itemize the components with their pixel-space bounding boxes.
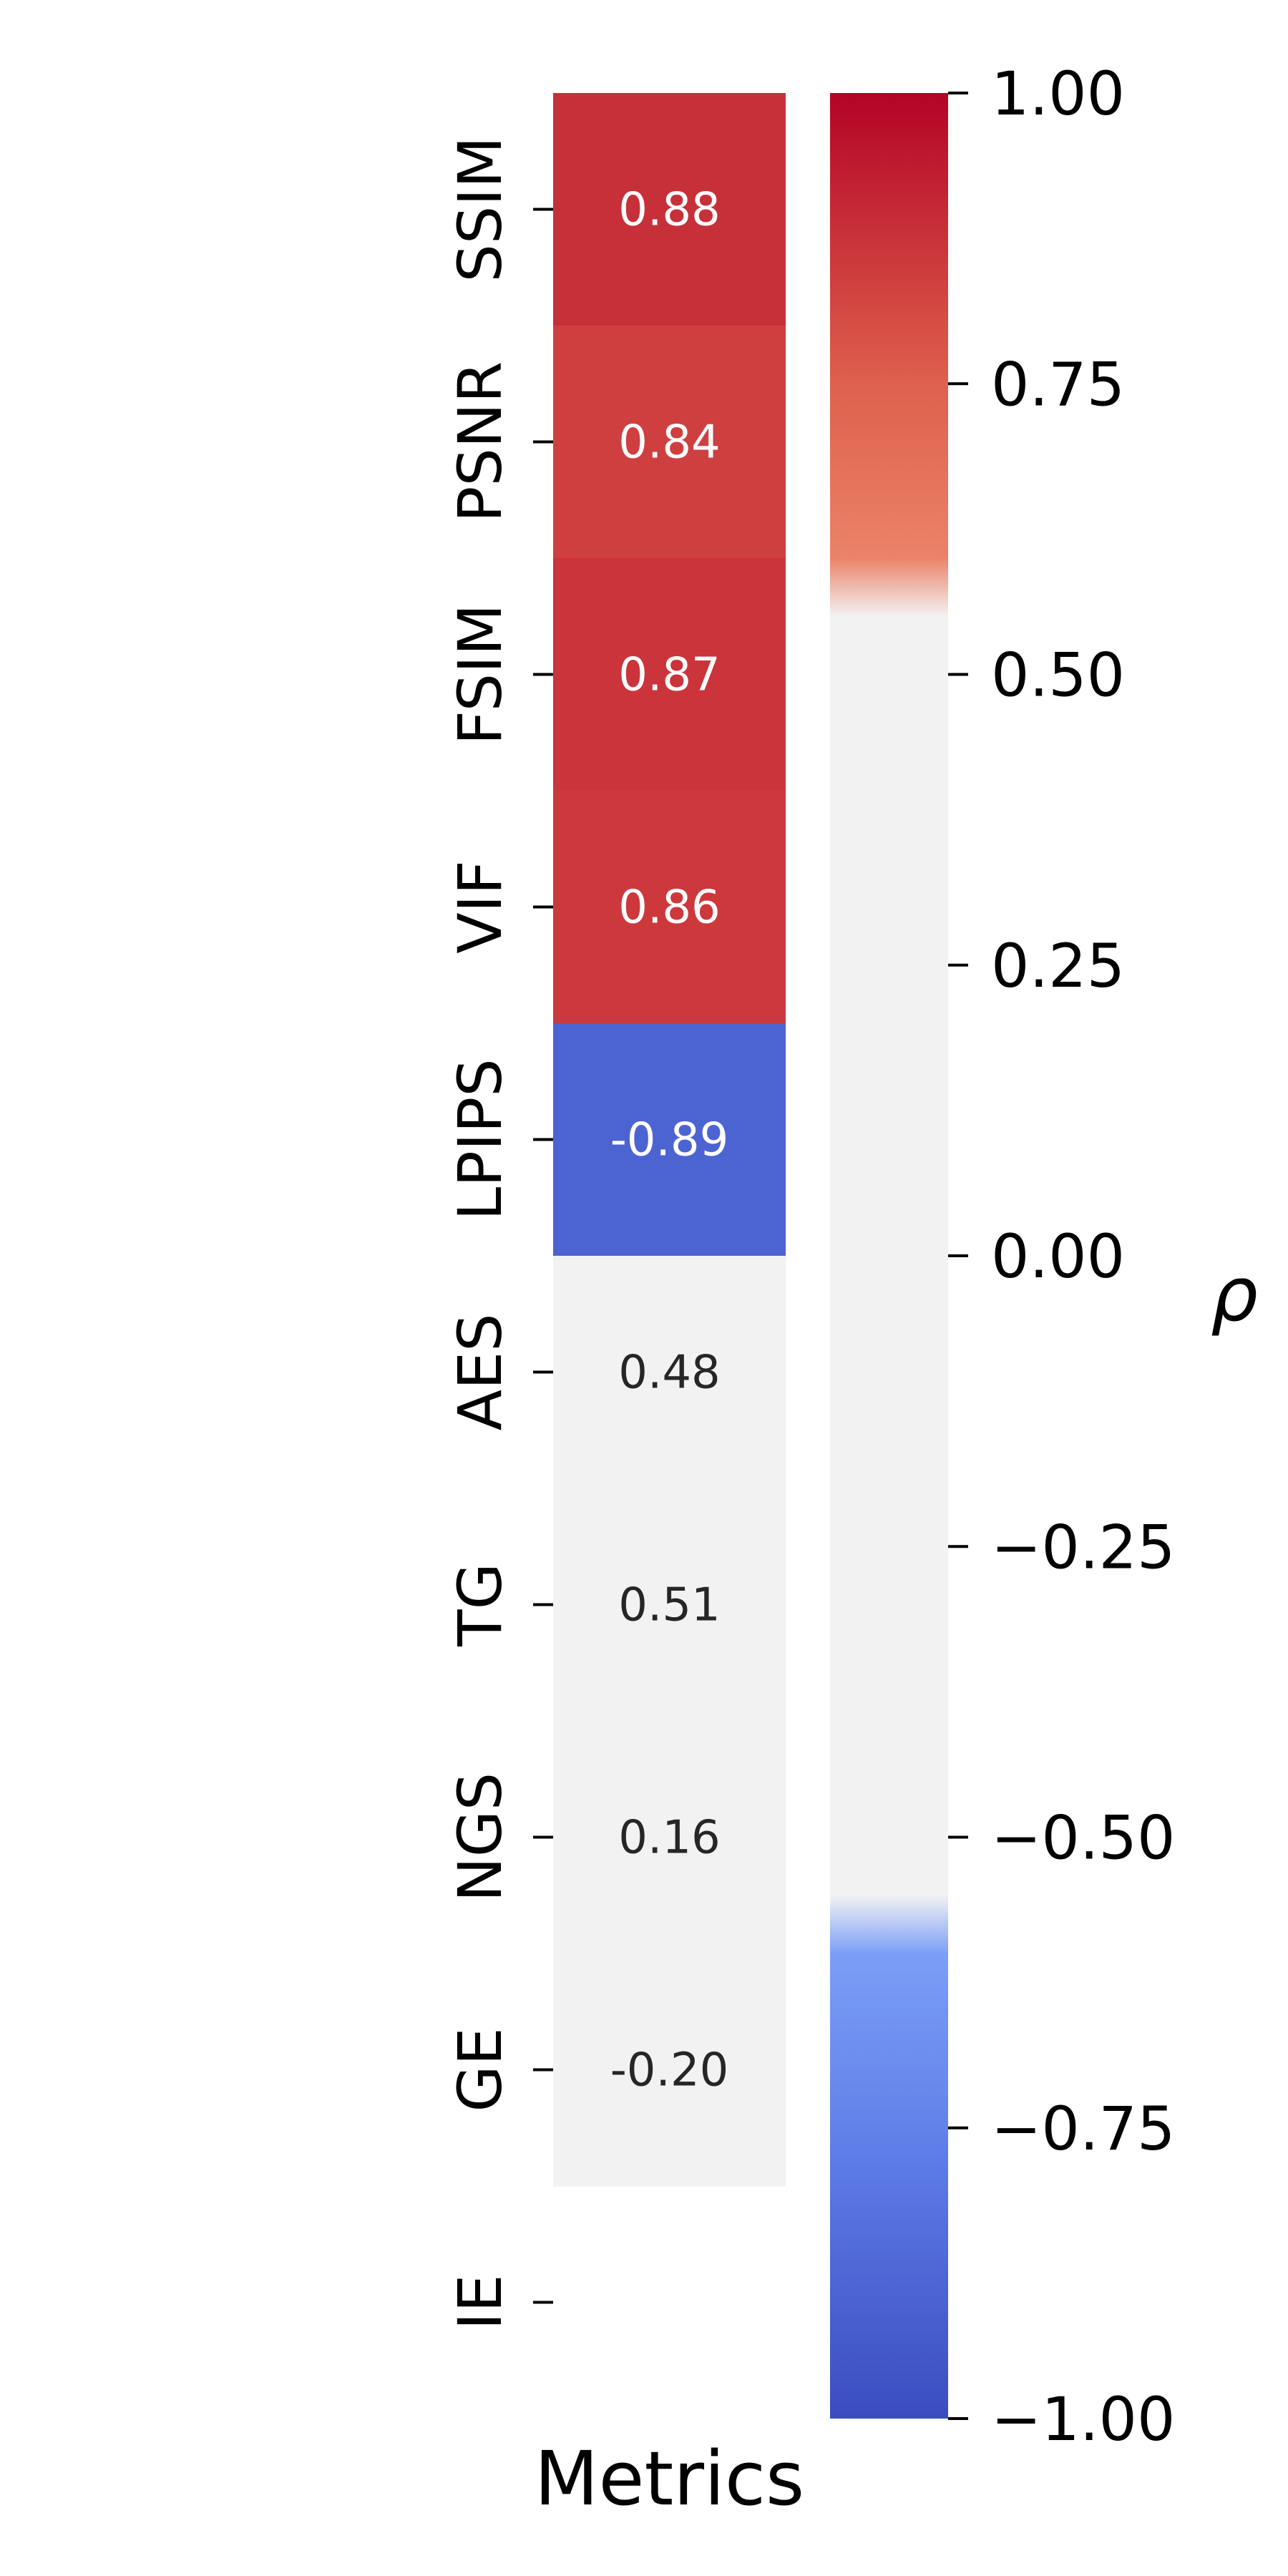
row-label-aes: AES <box>445 1314 515 1431</box>
row-label-ngs: NGS <box>445 1772 515 1902</box>
cell-value-label: 0.16 <box>618 1812 721 1865</box>
row-label-ie: IE <box>445 2275 515 2331</box>
heatmap-cell-fsim <box>553 558 786 791</box>
cell-value-label: 0.84 <box>618 416 721 469</box>
colorbar-tick-label: 0.00 <box>991 1221 1125 1292</box>
row-label-lpips: LPIPS <box>445 1058 515 1220</box>
row-label-psnr: PSNR <box>445 361 515 522</box>
heatmap-cell-tg <box>553 1488 786 1722</box>
colorbar-tick-label: 0.50 <box>991 640 1125 711</box>
cell-value-label: 0.86 <box>618 882 721 935</box>
cell-value-label: -0.20 <box>610 2044 729 2097</box>
colorbar-tick-label: 0.25 <box>991 931 1125 1001</box>
colorbar-tick-label: 1.00 <box>991 59 1125 129</box>
cell-value-label: 0.51 <box>618 1579 721 1632</box>
cell-value-label: -0.89 <box>610 1114 729 1167</box>
row-label-ssim: SSIM <box>445 137 515 283</box>
row-tick-group: SSIM PSNR FSIM VIF LPIPS AES TG NGS GE IE <box>445 137 553 2331</box>
heatmap-cell-ssim <box>553 93 786 326</box>
row-label-vif: VIF <box>445 860 515 954</box>
colorbar: 1.00 0.75 0.50 0.25 0.00 −0.25 −0.50 −0.75 −1.00 <box>830 59 1175 2454</box>
heatmap-cell-ge <box>553 1953 786 2187</box>
colorbar-tick-label: −0.25 <box>991 1512 1175 1582</box>
colorbar-tick-label: −0.75 <box>991 2094 1175 2164</box>
colorbar-tick-label: −1.00 <box>991 2384 1175 2454</box>
heatmap-cell-psnr <box>553 326 786 559</box>
heatmap-cell-vif <box>553 791 786 1024</box>
cell-value-label: 0.48 <box>618 1347 721 1400</box>
heatmap-cell-lpips <box>553 1023 786 1257</box>
row-label-ge: GE <box>445 2027 515 2112</box>
x-axis-label: Metrics <box>535 2435 805 2522</box>
row-label-fsim: FSIM <box>445 604 515 745</box>
row-label-tg: TG <box>445 1563 515 1646</box>
colorbar-gradient <box>830 93 948 2419</box>
cell-value-label: 0.88 <box>618 184 721 237</box>
colorbar-label: ρ <box>1211 1251 1258 1338</box>
heatmap-cell-aes <box>553 1256 786 1489</box>
cell-value-label: 0.87 <box>618 649 721 702</box>
heatmap-cell-ngs <box>553 1721 786 1954</box>
colorbar-tick-label: −0.50 <box>991 1803 1175 1873</box>
heatmap-cells: 0.88 0.84 0.87 0.86 -0.89 0.48 0.51 0.16 -0.20 <box>553 93 786 2187</box>
colorbar-tick-label: 0.75 <box>991 349 1125 419</box>
